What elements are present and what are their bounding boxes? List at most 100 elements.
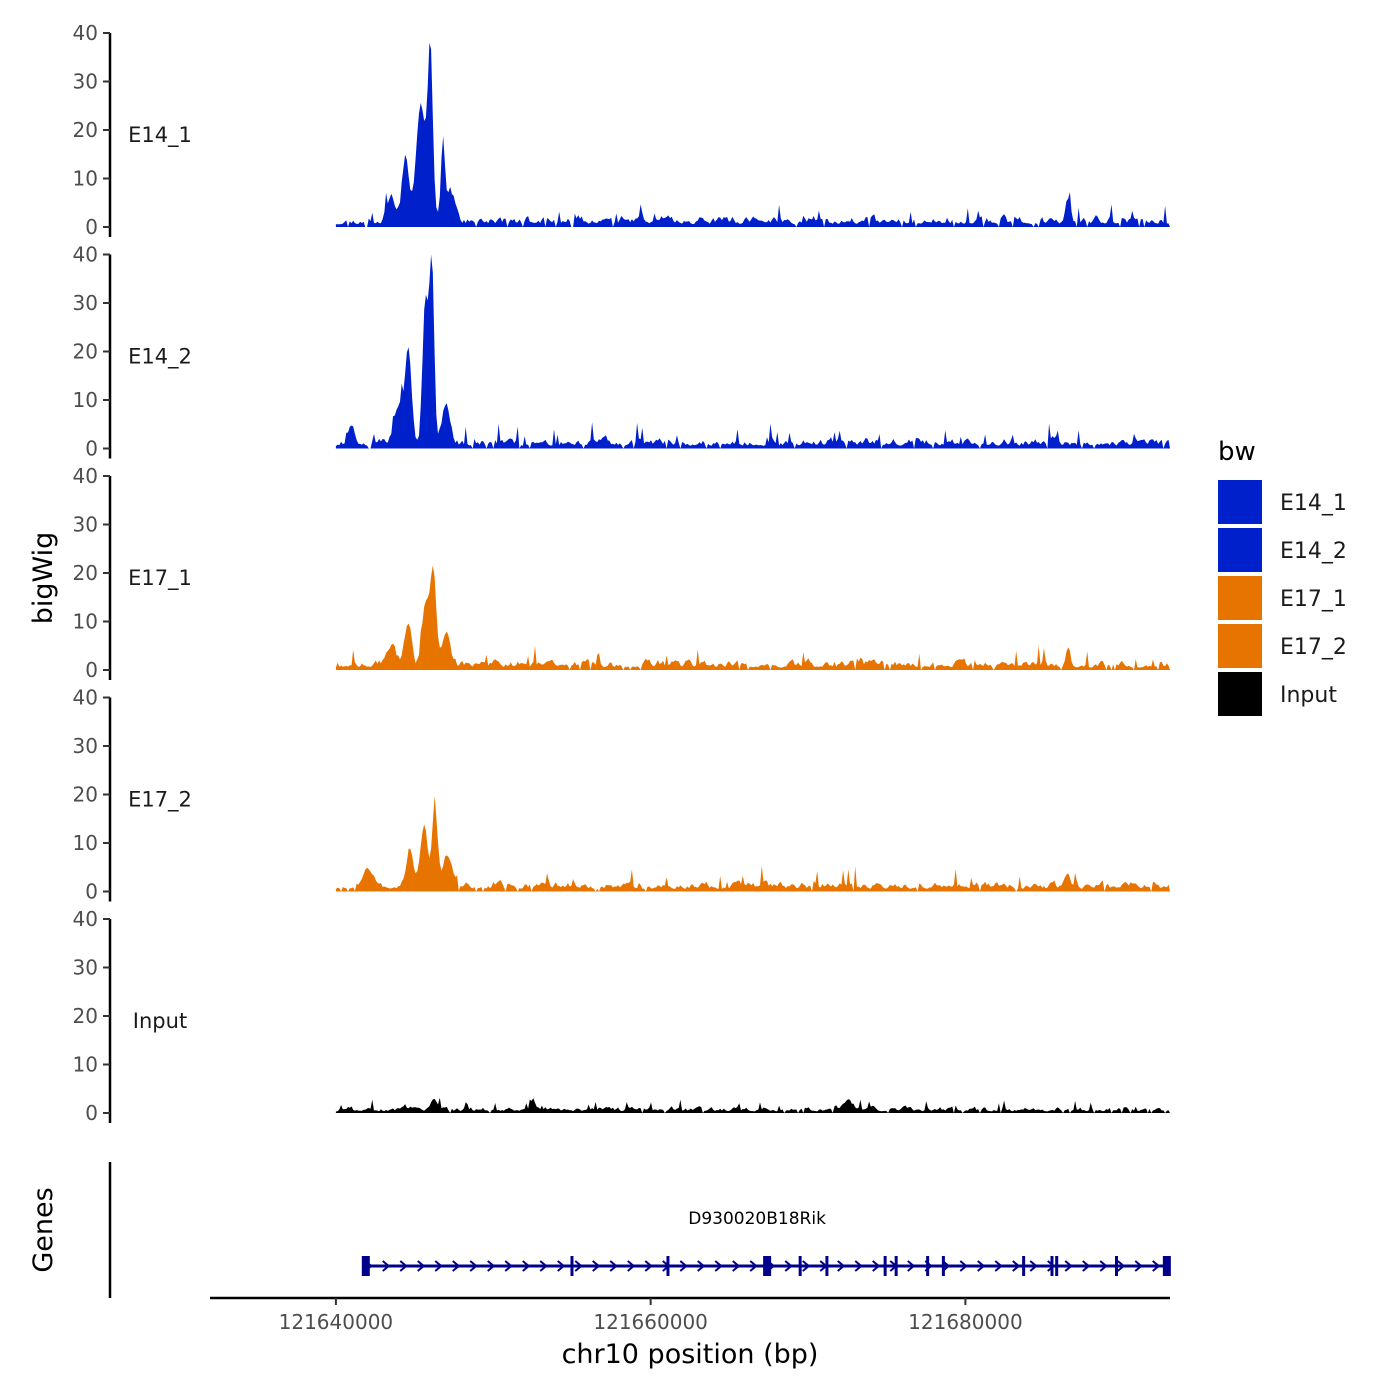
x-axis-title: chr10 position (bp) [562, 1339, 819, 1370]
x-tick-label-121660000: 121660000 [593, 1310, 708, 1334]
track-E14_1: 0 10 20 30 40 E14_1 [73, 21, 1170, 239]
y-tick-label-E14_1-10: 10 [73, 167, 98, 191]
strand-chevron [1117, 1260, 1126, 1272]
strand-chevron [1134, 1260, 1143, 1272]
strand-chevron [679, 1260, 688, 1272]
y-tick-label-E17_2-30: 30 [73, 734, 98, 758]
signal-area-E17_2 [335, 796, 1170, 892]
strand-chevron [469, 1260, 478, 1272]
exon-mark [798, 1256, 802, 1276]
strand-chevron [714, 1260, 723, 1272]
strand-chevron [749, 1260, 758, 1272]
strand-chevron [1012, 1260, 1021, 1272]
y-tick-label-E17_1-10: 10 [73, 610, 98, 634]
y-tick-label-E14_1-0: 0 [85, 215, 98, 239]
legend-label-Input: Input [1280, 683, 1337, 708]
exon-mark [1055, 1256, 1059, 1276]
y-tick-label-E17_2-10: 10 [73, 831, 98, 855]
y-tick-label-E17_1-30: 30 [73, 513, 98, 537]
legend-title: bw [1218, 437, 1256, 467]
exon-mark [1114, 1256, 1118, 1276]
strand-chevron [539, 1260, 548, 1272]
signal-area-E14_2 [335, 254, 1170, 449]
legend-key-E14_2 [1218, 528, 1262, 572]
track-label-E17_2: E17_2 [128, 788, 192, 813]
exon-mark [1162, 1256, 1171, 1276]
strand-chevron [382, 1260, 391, 1272]
strand-chevron [557, 1260, 566, 1272]
legend-label-E14_2: E14_2 [1280, 539, 1347, 564]
y-tick-label-E14_2-0: 0 [85, 437, 98, 461]
y-tick-label-E17_2-0: 0 [85, 880, 98, 904]
strand-chevron [609, 1260, 618, 1272]
x-tick-label-121640000: 121640000 [279, 1310, 394, 1334]
strand-chevron [592, 1260, 601, 1272]
track-label-E14_2: E14_2 [128, 345, 192, 370]
strand-chevron [959, 1260, 968, 1272]
strand-chevron [784, 1260, 793, 1272]
y-tick-label-E17_1-40: 40 [73, 464, 98, 488]
track-label-E17_1: E17_1 [128, 566, 192, 591]
strand-chevron [1082, 1260, 1091, 1272]
y-tick-label-E14_2-20: 20 [73, 340, 98, 364]
y-tick-label-Input-10: 10 [73, 1053, 98, 1077]
strand-chevron [574, 1260, 583, 1272]
exon-mark [941, 1256, 945, 1276]
track-E17_2: 0 10 20 30 40 E17_2 [73, 686, 1170, 904]
track-E14_2: 0 10 20 30 40 E14_2 [73, 243, 1170, 461]
strand-chevron [627, 1260, 636, 1272]
y-tick-label-Input-20: 20 [73, 1004, 98, 1028]
exon-mark [361, 1256, 370, 1276]
strand-chevron [417, 1260, 426, 1272]
exon-mark [763, 1256, 772, 1276]
axes-layer: bigWig 121640000 121660000 121680000 chr10 p… [28, 532, 1170, 1370]
strand-chevron [907, 1260, 916, 1272]
strand-chevron [854, 1260, 863, 1272]
strand-chevron [977, 1260, 986, 1272]
exon-mark [825, 1256, 829, 1276]
strand-chevron [732, 1260, 741, 1272]
y-tick-label-Input-0: 0 [85, 1101, 98, 1125]
track-E17_1: 0 10 20 30 40 E17_1 [73, 464, 1170, 682]
tracks-layer: 0 10 20 30 40 E14_1 0 10 20 30 40 E14_2 0 10 20 30 40 E17… [73, 21, 1170, 1125]
y-tick-label-Input-30: 30 [73, 956, 98, 980]
y-tick-label-E14_1-30: 30 [73, 70, 98, 94]
y-tick-label-E14_2-40: 40 [73, 243, 98, 267]
y-tick-label-E17_1-20: 20 [73, 561, 98, 585]
strand-chevron [1064, 1260, 1073, 1272]
strand-chevron [1047, 1260, 1056, 1272]
exon-mark [894, 1256, 898, 1276]
y-tick-label-E14_2-10: 10 [73, 388, 98, 412]
exon-mark [570, 1256, 574, 1276]
track-label-Input: Input [133, 1009, 187, 1033]
x-tick-label-121680000: 121680000 [908, 1310, 1023, 1334]
strand-chevron [802, 1260, 811, 1272]
strand-chevron [994, 1260, 1003, 1272]
exon-mark [666, 1256, 670, 1276]
y-tick-label-E17_2-40: 40 [73, 686, 98, 710]
legend-label-E17_2: E17_2 [1280, 635, 1347, 660]
exon-mark [926, 1256, 930, 1276]
track-label-E14_1: E14_1 [128, 123, 192, 148]
legend-label-E17_1: E17_1 [1280, 587, 1347, 612]
legend-key-E14_1 [1218, 480, 1262, 524]
y-tick-label-Input-40: 40 [73, 907, 98, 931]
strand-chevron [434, 1260, 443, 1272]
strand-chevron [504, 1260, 513, 1272]
strand-chevron [452, 1260, 461, 1272]
legend-key-E17_2 [1218, 624, 1262, 668]
legend-key-E17_1 [1218, 576, 1262, 620]
strand-chevron [644, 1260, 653, 1272]
strand-chevron [487, 1260, 496, 1272]
exon-mark [1050, 1256, 1054, 1276]
strand-chevron [1099, 1260, 1108, 1272]
y-tick-label-E17_2-20: 20 [73, 783, 98, 807]
y-tick-label-E14_1-40: 40 [73, 21, 98, 45]
strand-chevron [1152, 1260, 1161, 1272]
signal-area-Input [335, 1097, 1170, 1113]
strand-chevron [837, 1260, 846, 1272]
exon-mark [1022, 1256, 1026, 1276]
genes-axis-title: Genes [28, 1187, 59, 1272]
y-tick-label-E14_1-20: 20 [73, 118, 98, 142]
